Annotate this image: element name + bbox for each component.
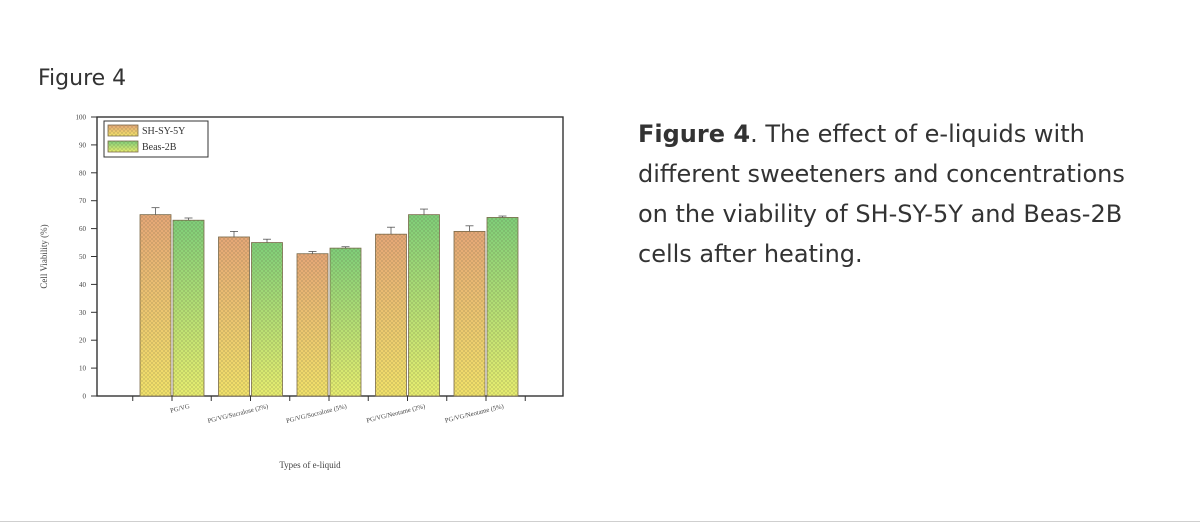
y-tick-label: 90: [79, 141, 87, 149]
bar-hatch: [251, 242, 283, 396]
figure-caption: Figure 4. The effect of e-liquids with d…: [638, 114, 1158, 274]
legend-label: Beas-2B: [142, 142, 177, 153]
legend-swatch-hatch: [108, 141, 138, 152]
legend-label: SH-SY-5Y: [142, 126, 185, 137]
y-tick-label: 0: [83, 393, 87, 401]
x-tick-label: PG/VG/Neotame (2%): [366, 403, 426, 424]
y-tick-label: 70: [79, 197, 87, 205]
bar-hatch: [173, 220, 204, 396]
caption-label: Figure 4: [638, 120, 751, 148]
bar-hatch: [330, 248, 361, 396]
bottom-divider: [0, 521, 1200, 522]
y-tick-label: 80: [79, 169, 87, 177]
y-tick-label: 60: [79, 225, 87, 233]
bar-hatch: [408, 214, 440, 396]
y-tick-label: 100: [76, 114, 87, 122]
y-tick-label: 50: [79, 253, 87, 261]
legend-swatch-hatch: [108, 125, 138, 136]
bar-chart: 0 10 20 30 40 50 60 70 80 90 100 Cell Viability (%)…: [30, 105, 590, 485]
bar-hatch: [375, 234, 407, 396]
chart-svg: 0 10 20 30 40 50 60 70 80 90 100 Cell Viability (%)…: [39, 114, 564, 470]
x-tick-label: PG/VG/Neotame (5%): [444, 403, 504, 424]
caption-text: . The effect of e-liquids with different…: [638, 120, 1125, 268]
bar-hatch: [454, 231, 485, 396]
y-tick-label: 10: [79, 365, 87, 373]
bar-hatch: [140, 214, 171, 396]
figure-heading: Figure 4: [38, 66, 127, 91]
y-tick-label: 30: [79, 309, 87, 317]
x-tick-label: PG/VG/Sucralose (2%): [207, 403, 269, 425]
y-tick-label: 40: [79, 281, 87, 289]
y-axis-label: Cell Viability (%): [39, 224, 49, 288]
x-tick-label: PG/VG/Sucralose (5%): [286, 403, 348, 425]
bar-hatch: [218, 236, 250, 396]
y-tick-label: 20: [79, 337, 87, 345]
x-axis-label: Types of e-liquid: [279, 460, 341, 470]
x-tick-label: PG/VG: [170, 403, 191, 415]
bar-hatch: [297, 253, 328, 396]
bar-hatch: [487, 217, 518, 396]
